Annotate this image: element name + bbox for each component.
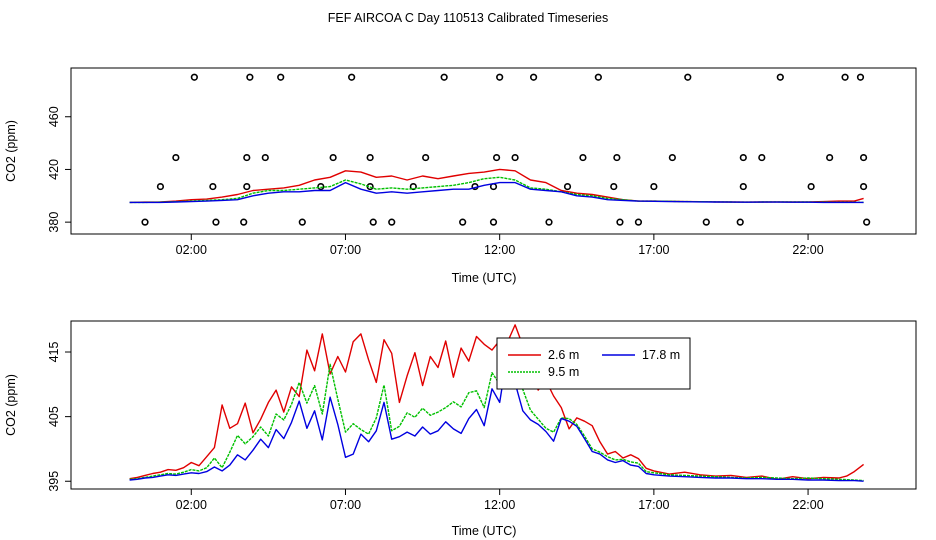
bottom-x-axis-label: Time (UTC)	[452, 524, 517, 538]
flag-point	[317, 182, 325, 191]
flag-point	[776, 73, 784, 81]
flag-point	[277, 73, 285, 81]
flag-point	[739, 153, 747, 162]
flag-point	[529, 73, 538, 81]
top-series-line-17-8m	[129, 181, 864, 204]
legend-label-9-5m: 9.5 m	[548, 365, 579, 379]
legend-box	[496, 337, 691, 390]
flag-point	[409, 182, 417, 191]
bottom-plot-frame	[70, 320, 917, 490]
flag-point	[702, 218, 710, 226]
flag-point	[758, 153, 766, 162]
flag-point	[298, 218, 306, 226]
flag-point	[739, 182, 747, 191]
legend-label-2-6m: 2.6 m	[548, 348, 579, 362]
bottom-y-tick-label: 405	[47, 406, 61, 427]
bottom-x-tick-label: 17:00	[638, 498, 669, 512]
flag-point	[190, 73, 198, 81]
flag-point	[141, 218, 149, 226]
top-plot-frame	[70, 67, 917, 235]
flag-point	[492, 153, 501, 162]
bottom-panel: Time (UTC) CO2 (ppm) 02:00 07:00 12:00 17:0…	[4, 320, 917, 538]
top-x-tick-label: 07:00	[330, 243, 361, 257]
flag-point	[856, 73, 865, 81]
top-x-tick-label: 02:00	[176, 243, 207, 257]
flag-point	[736, 218, 744, 226]
flag-point	[212, 218, 220, 226]
flag-point	[634, 218, 643, 226]
bottom-x-tick-label: 12:00	[484, 498, 515, 512]
bottom-x-tick-label: 22:00	[792, 498, 823, 512]
flag-point	[246, 73, 254, 81]
top-panel: Time (UTC) CO2 (ppm) 02:00 07:00 12:00 17:0…	[4, 67, 917, 285]
flag-point	[459, 218, 467, 226]
flag-point	[366, 153, 374, 162]
legend: 2.6 m 17.8 m 9.5 m	[496, 337, 691, 390]
top-y-tick-label: 380	[47, 212, 61, 233]
flag-point	[489, 218, 498, 226]
flag-point	[422, 153, 430, 162]
flag-point	[369, 218, 377, 226]
flag-point	[650, 182, 658, 191]
flag-point	[172, 153, 180, 162]
flag-point	[613, 153, 621, 162]
flag-point	[440, 73, 448, 81]
flag-point	[859, 182, 868, 191]
bottom-x-tick-label: 02:00	[176, 498, 207, 512]
bottom-series-line-2-6m	[129, 324, 865, 480]
flag-point	[348, 73, 356, 81]
bottom-series-line-9-5m	[129, 340, 864, 482]
top-x-tick-label: 22:00	[792, 243, 823, 257]
flag-point	[243, 182, 251, 191]
flag-point	[616, 218, 624, 226]
flag-point	[859, 153, 868, 162]
figure-title: FEF AIRCOA C Day 110513 Calibrated Times…	[328, 11, 608, 25]
top-y-axis-label: CO2 (ppm)	[4, 120, 18, 182]
flag-point	[668, 153, 676, 162]
bottom-y-tick-label: 395	[47, 471, 61, 492]
flag-point	[156, 182, 165, 191]
top-x-axis-label: Time (UTC)	[452, 271, 517, 285]
legend-label-17-8m: 17.8 m	[642, 348, 680, 362]
flag-point	[807, 182, 815, 191]
bottom-y-axis-label: CO2 (ppm)	[4, 374, 18, 436]
flag-point	[209, 182, 217, 191]
flag-point	[496, 73, 504, 81]
flag-point	[545, 218, 553, 226]
bottom-x-tick-label: 07:00	[330, 498, 361, 512]
top-y-tick-label: 420	[47, 159, 61, 180]
flag-point	[610, 182, 618, 191]
flag-point	[261, 153, 269, 162]
flag-point	[243, 153, 251, 162]
top-x-tick-label: 17:00	[638, 243, 669, 257]
top-x-tick-label: 12:00	[484, 243, 515, 257]
flag-point	[594, 73, 602, 81]
flag-point	[563, 182, 572, 191]
flag-point	[240, 218, 248, 226]
flag-point	[329, 153, 337, 162]
flag-point	[388, 218, 396, 226]
bottom-series-line-17-8m	[129, 352, 864, 482]
flag-point	[579, 153, 587, 162]
flag-point	[511, 153, 519, 162]
flag-point	[841, 73, 849, 81]
bottom-y-tick-label: 415	[47, 342, 61, 363]
flag-point	[863, 218, 871, 226]
flag-point	[684, 73, 692, 81]
flag-point	[826, 153, 834, 162]
top-y-tick-label: 460	[47, 106, 61, 127]
